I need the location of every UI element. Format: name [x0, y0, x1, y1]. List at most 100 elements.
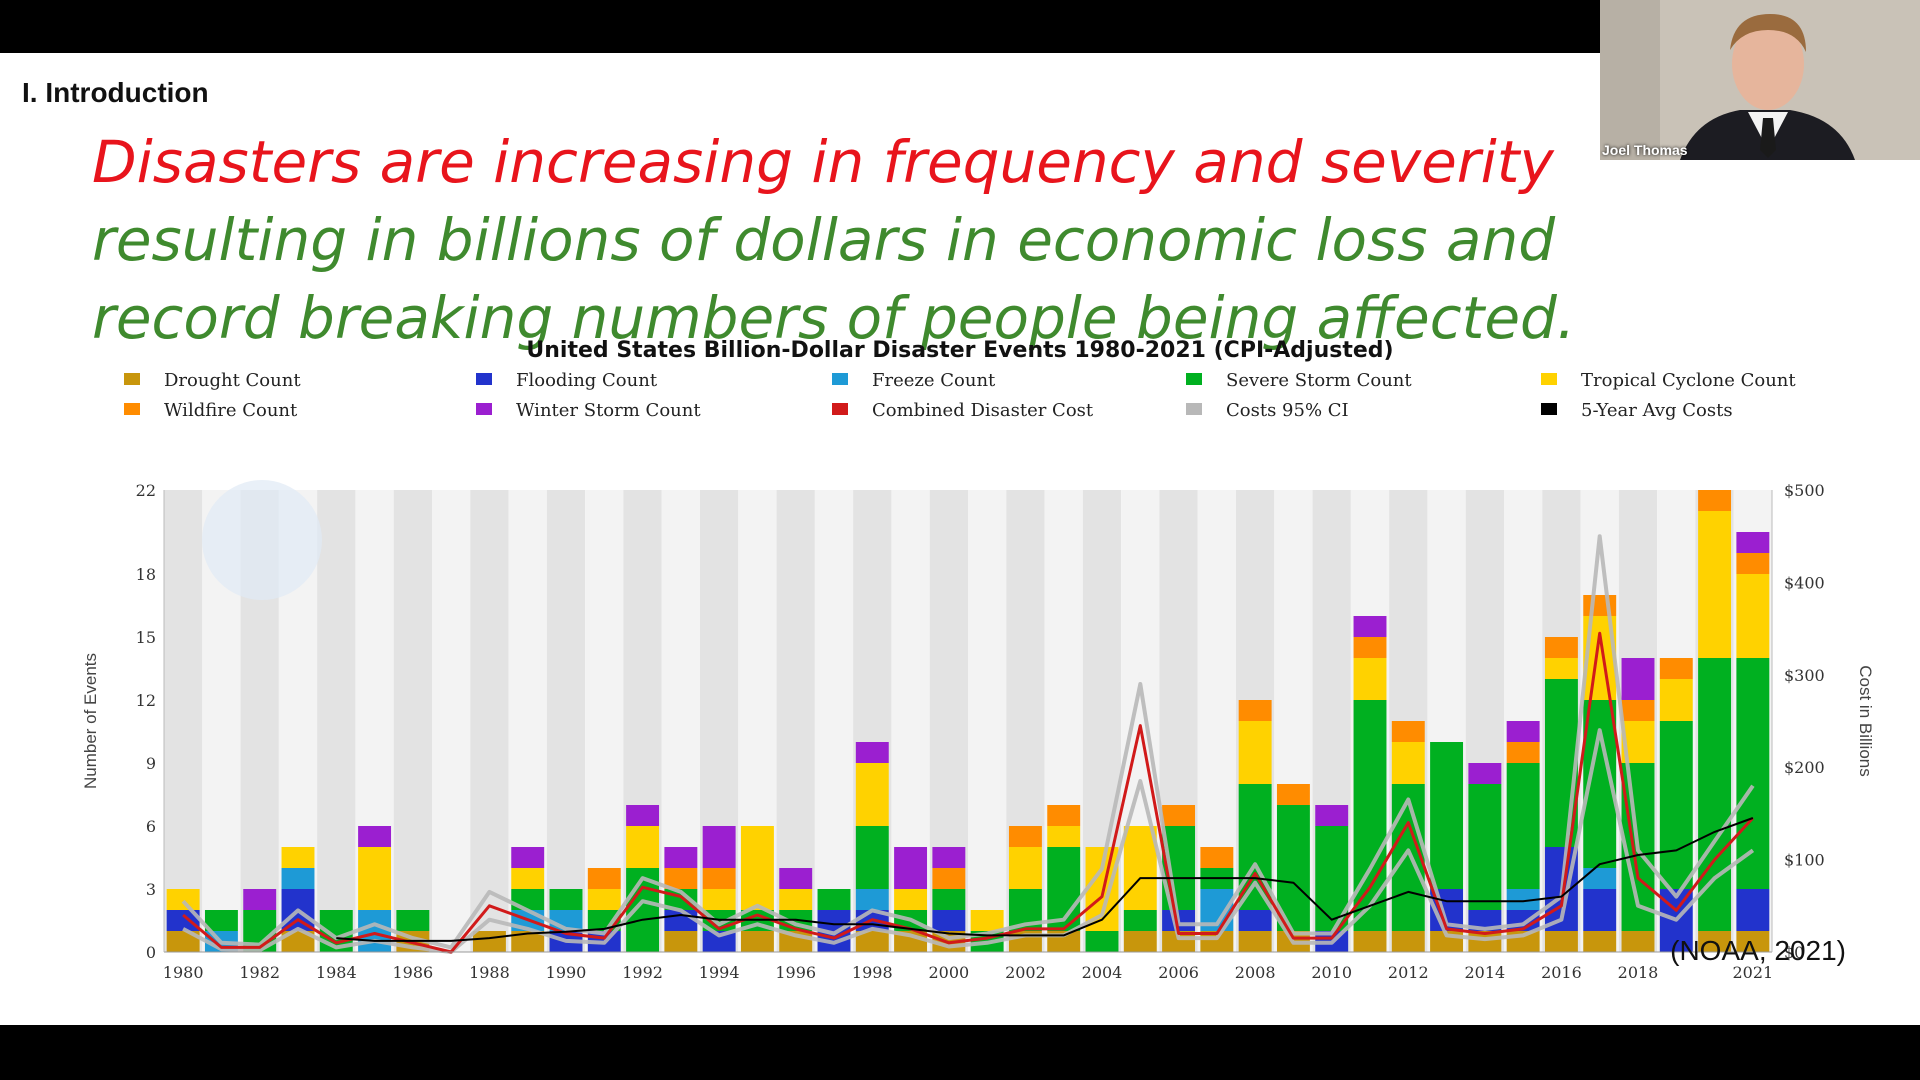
bar-tropical-cyclone	[166, 889, 200, 910]
x-tick-label: 2006	[1158, 963, 1199, 982]
year-band	[546, 490, 586, 952]
bar-winter-storm	[702, 826, 736, 868]
bar-drought	[1698, 931, 1732, 952]
bar-drought	[511, 931, 545, 952]
line-combined-cost	[182, 631, 1755, 954]
bar-tropical-cyclone	[1659, 679, 1693, 721]
y-tick-label: 12	[136, 691, 156, 710]
legend-costs-ci: Costs 95% CI	[1186, 400, 1349, 421]
bar-tropical-cyclone	[702, 889, 736, 910]
bar-winter-storm	[1353, 616, 1387, 637]
bar-tropical-cyclone	[1238, 721, 1272, 784]
y2-tick-label: $0	[1784, 943, 1804, 962]
y-tick-label: 6	[146, 817, 156, 836]
bar-tropical-cyclone	[626, 826, 660, 868]
bar-tropical-cyclone	[281, 847, 315, 868]
bar-severe-storm	[1353, 700, 1387, 931]
year-band	[432, 490, 471, 952]
bar-tropical-cyclone	[1391, 742, 1425, 784]
legend-tropical-cyclone: Tropical Cyclone Count	[1541, 370, 1796, 391]
bar-wildfire	[1162, 805, 1196, 826]
x-tick-label: 1986	[392, 963, 433, 982]
webcam-video: Joel Thomas	[1600, 0, 1920, 160]
y2-axis-label: Cost in Billions	[1856, 665, 1875, 777]
bar-wildfire	[1583, 595, 1617, 616]
bar-tropical-cyclone	[740, 826, 774, 910]
bar-winter-storm	[1468, 763, 1502, 784]
bar-severe-storm	[1506, 763, 1540, 889]
legend-5yr-avg: 5-Year Avg Costs	[1541, 400, 1733, 421]
bar-winter-storm	[894, 847, 928, 889]
year-band	[317, 490, 356, 952]
bar-tropical-cyclone	[1698, 511, 1732, 658]
bar-drought	[281, 931, 315, 952]
y2-tick-label: $400	[1784, 573, 1825, 592]
bar-flooding	[1736, 889, 1770, 931]
bar-wildfire	[1276, 784, 1310, 805]
bar-winter-storm	[511, 847, 545, 868]
legend-swatch	[124, 403, 140, 415]
y2-tick-label: $500	[1784, 481, 1825, 500]
legend-swatch	[832, 403, 848, 415]
bar-flooding	[932, 910, 966, 931]
bar-tropical-cyclone	[855, 763, 889, 826]
x-tick-label: 2021	[1732, 963, 1773, 982]
bar-freeze	[281, 868, 315, 889]
bar-wildfire	[1736, 553, 1770, 574]
y-tick-label: 9	[146, 754, 156, 773]
x-tick-label: 1996	[775, 963, 816, 982]
bar-severe-storm	[817, 889, 851, 910]
legend-swatch	[1186, 373, 1202, 385]
bar-winter-storm	[664, 847, 698, 868]
bar-severe-storm	[1468, 784, 1502, 910]
legend-swatch	[476, 403, 492, 415]
bar-tropical-cyclone	[1047, 826, 1081, 847]
bar-severe-storm	[932, 889, 966, 910]
legend-combined-cost: Combined Disaster Cost	[832, 400, 1093, 421]
bar-wildfire	[702, 868, 736, 889]
bar-severe-storm	[204, 910, 238, 931]
chart-legend: Drought Count Flooding Count Freeze Coun…	[124, 370, 1914, 430]
participant-name: Joel Thomas	[1602, 142, 1688, 158]
bar-freeze	[1583, 868, 1617, 889]
bar-wildfire	[1238, 700, 1272, 721]
x-tick-label: 1982	[239, 963, 280, 982]
section-title: I. Introduction	[22, 77, 209, 108]
bar-drought	[1353, 931, 1387, 952]
bar-wildfire	[1506, 742, 1540, 763]
legend-freeze: Freeze Count	[832, 370, 995, 391]
bar-severe-storm	[1123, 910, 1157, 931]
bar-wildfire	[1200, 847, 1234, 868]
bar-drought	[1621, 931, 1655, 952]
bar-wildfire	[1353, 637, 1387, 658]
legend-swatch	[1186, 403, 1202, 415]
bar-winter-storm	[779, 868, 813, 889]
bar-flooding	[664, 910, 698, 931]
x-tick-label: 2010	[1311, 963, 1352, 982]
headline-line-2: resulting in billions of dollars in econ…	[92, 206, 1556, 274]
x-tick-label: 1980	[163, 963, 204, 982]
year-band	[164, 490, 203, 952]
bar-severe-storm	[1391, 784, 1425, 931]
legend-swatch	[476, 373, 492, 385]
line-ci-upper	[181, 534, 1755, 950]
year-band	[814, 490, 854, 952]
x-tick-label: 1990	[546, 963, 587, 982]
bar-winter-storm	[1621, 658, 1655, 700]
bar-flooding	[166, 910, 200, 931]
bar-freeze	[855, 889, 889, 910]
bar-wildfire	[587, 868, 621, 889]
watermark-logo	[202, 480, 322, 600]
bar-wildfire	[1621, 700, 1655, 721]
x-tick-label: 2002	[1005, 963, 1046, 982]
bar-severe-storm	[1659, 721, 1693, 889]
source-citation: (NOAA, 2021)	[1670, 935, 1846, 966]
y-tick-label: 15	[136, 628, 156, 647]
y-tick-label: 0	[146, 943, 156, 962]
headline-line-3: record breaking numbers of people being …	[92, 284, 1576, 352]
x-tick-label: 2014	[1464, 963, 1505, 982]
bar-wildfire	[1008, 826, 1042, 847]
bar-drought	[1391, 931, 1425, 952]
legend-swatch	[1541, 373, 1557, 385]
y2-tick-label: $300	[1784, 666, 1825, 685]
